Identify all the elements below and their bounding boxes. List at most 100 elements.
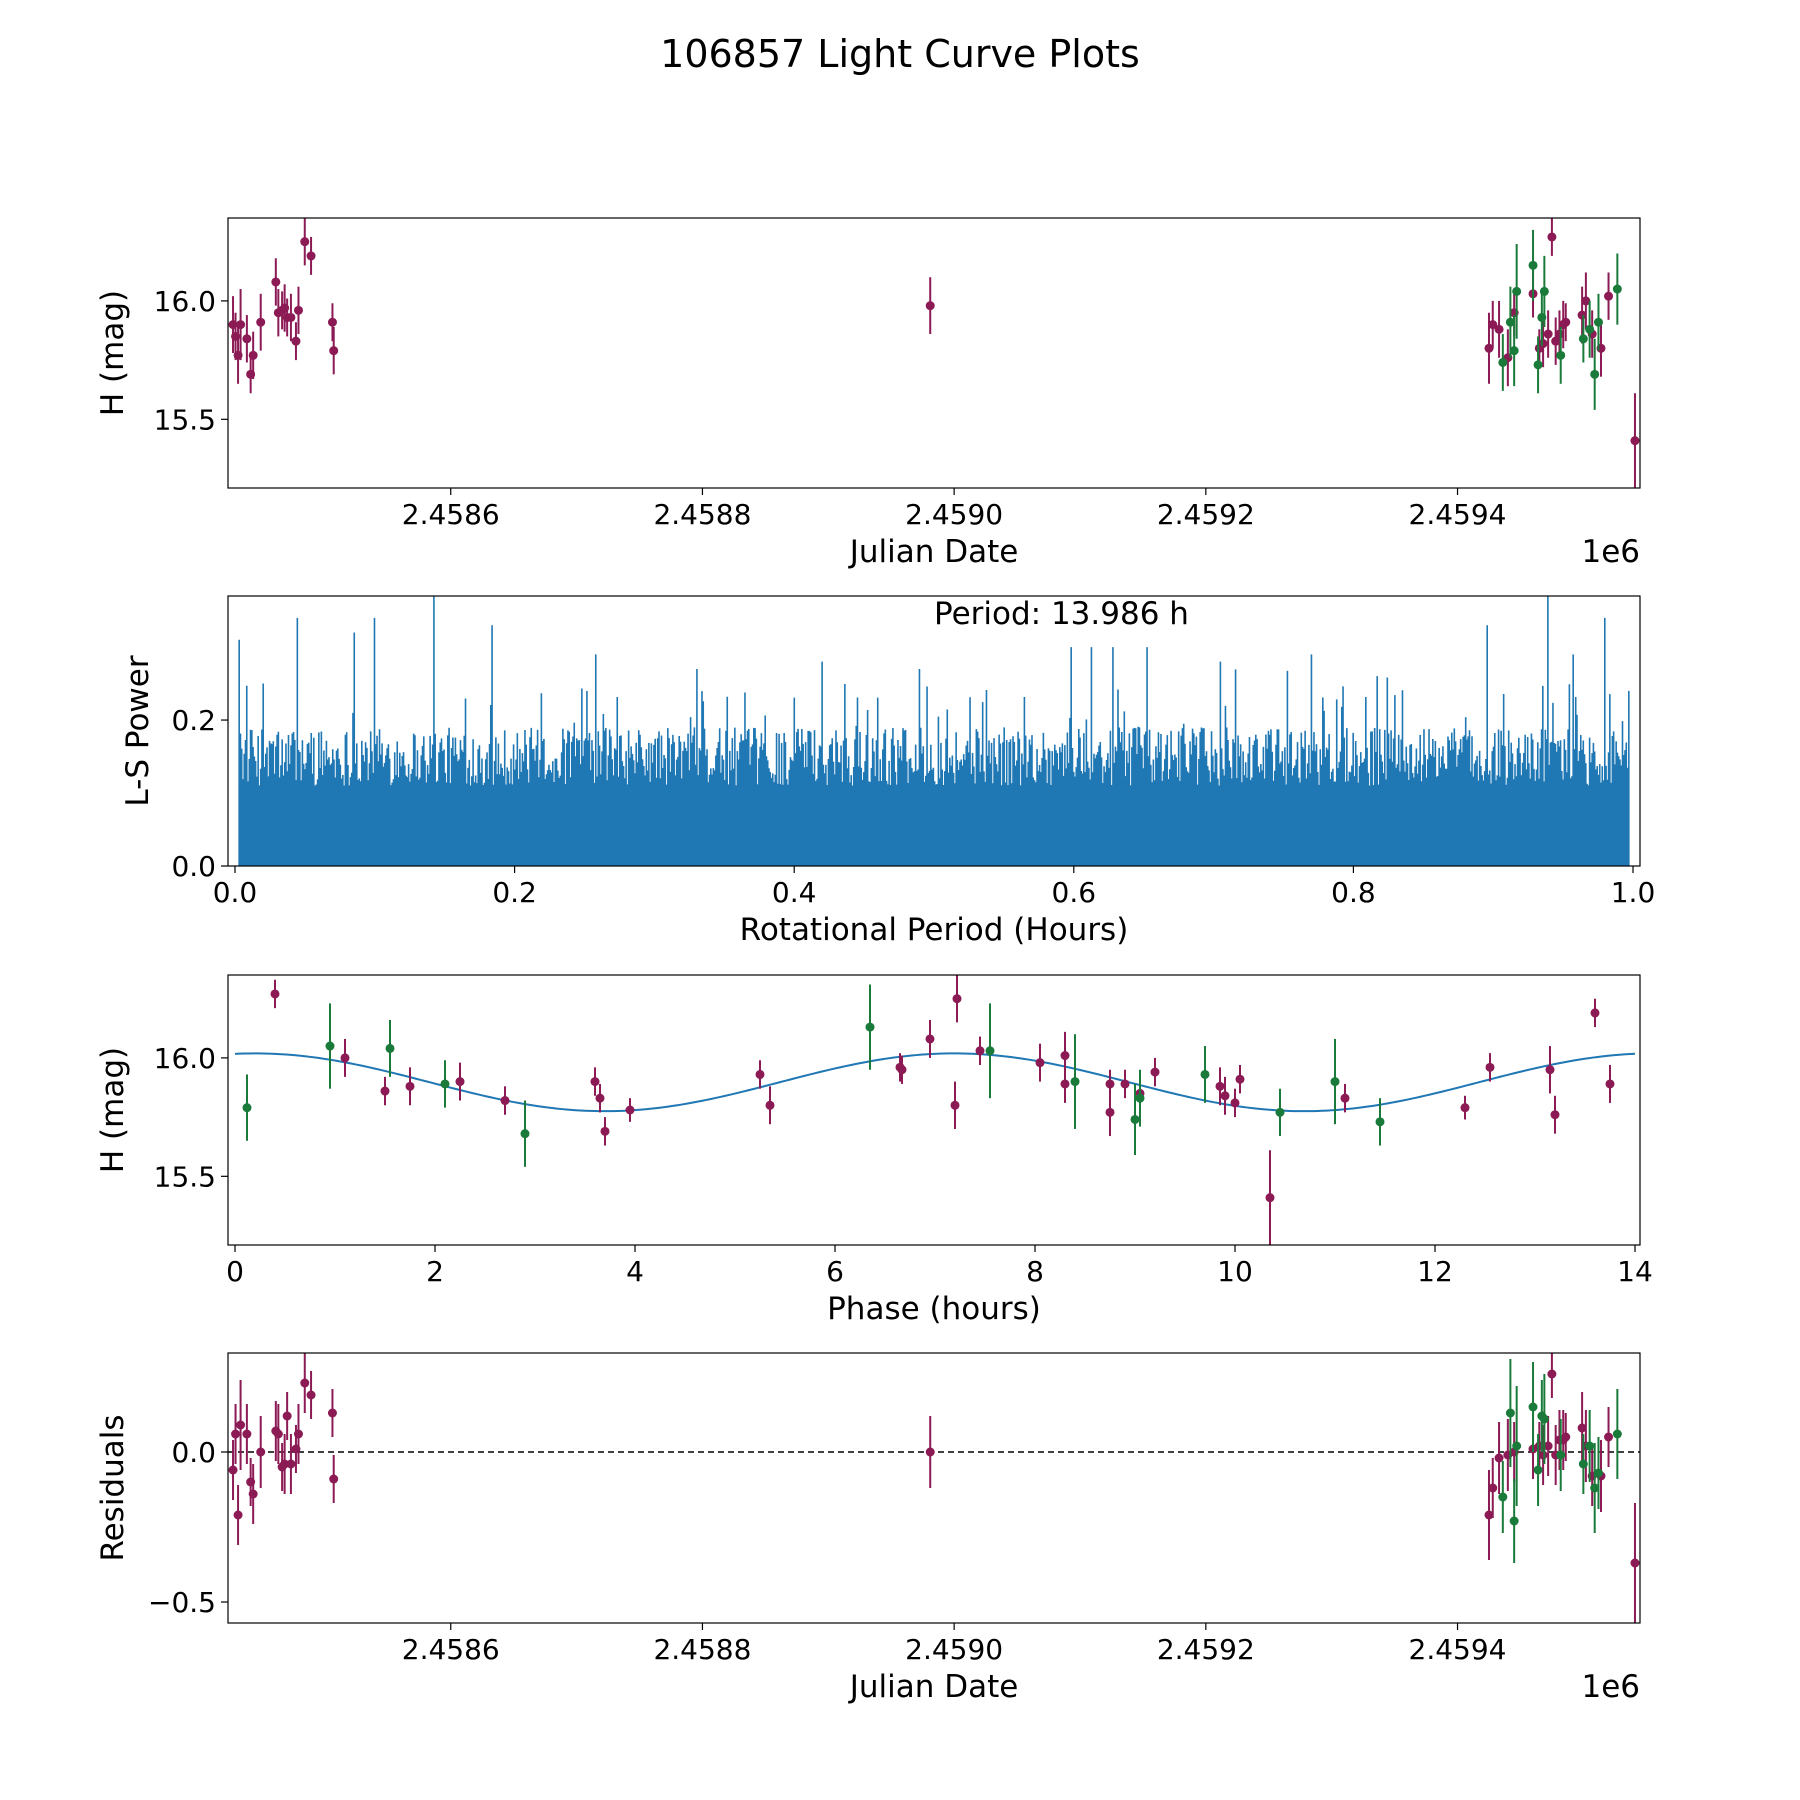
x-tick-label: 0.6 xyxy=(1052,876,1097,909)
x-tick-label: 2.4592 xyxy=(1157,498,1255,531)
data-point xyxy=(1538,339,1548,349)
data-point xyxy=(1505,1408,1515,1418)
data-point xyxy=(1605,1079,1615,1089)
data-point xyxy=(1593,1468,1603,1478)
x-tick-label: 2.4594 xyxy=(1409,498,1507,531)
data-point xyxy=(1528,1402,1538,1412)
y-axis-label: L-S Power xyxy=(120,655,156,806)
data-point xyxy=(1488,320,1498,330)
data-point xyxy=(500,1096,510,1106)
data-point xyxy=(1235,1074,1245,1084)
data-point xyxy=(1590,1008,1600,1018)
x-tick-label: 1.0 xyxy=(1611,876,1656,909)
x-tick-label: 2.4586 xyxy=(402,1633,500,1666)
data-point xyxy=(286,1459,296,1469)
data-point xyxy=(236,1420,246,1430)
data-point xyxy=(1498,1492,1508,1502)
data-point xyxy=(1460,1103,1470,1113)
data-point xyxy=(306,1390,316,1400)
data-point xyxy=(1200,1069,1210,1079)
plot-area xyxy=(228,218,1640,488)
axes-frame xyxy=(227,217,1641,489)
data-point xyxy=(228,1465,238,1475)
data-point xyxy=(1120,1079,1130,1089)
data-point xyxy=(1577,1423,1587,1433)
data-point xyxy=(1550,1110,1560,1120)
data-point xyxy=(1220,1091,1230,1101)
data-point xyxy=(1551,336,1561,346)
data-point xyxy=(256,317,266,327)
x-offset-text: 1e6 xyxy=(1581,534,1640,570)
data-point xyxy=(625,1105,635,1115)
y-axis-label: H (mag) xyxy=(95,1047,131,1173)
axes-frame xyxy=(227,974,1641,1246)
data-point xyxy=(306,251,316,261)
data-point xyxy=(1539,286,1549,296)
data-point xyxy=(1547,1369,1557,1379)
data-point xyxy=(1604,1432,1614,1442)
data-point xyxy=(242,1103,252,1113)
data-point xyxy=(975,1046,985,1056)
data-point xyxy=(329,1474,339,1484)
data-point xyxy=(1585,1441,1595,1451)
series-green xyxy=(1498,229,1622,410)
data-point xyxy=(1533,1465,1543,1475)
data-point xyxy=(1265,1193,1275,1203)
y-axis-label: H (mag) xyxy=(95,290,131,416)
x-tick-label: 2.4588 xyxy=(653,1633,751,1666)
data-point xyxy=(1330,1077,1340,1087)
ls-power-band xyxy=(239,785,1629,866)
data-point xyxy=(1060,1051,1070,1061)
data-point xyxy=(1484,1510,1494,1520)
y-tick-label: 0.0 xyxy=(171,1436,216,1469)
x-tick-label: 0 xyxy=(226,1255,244,1288)
data-point xyxy=(897,1065,907,1075)
x-tick-label: 2.4590 xyxy=(905,498,1003,531)
data-point xyxy=(270,989,280,999)
data-point xyxy=(1488,1483,1498,1493)
data-point xyxy=(248,1489,258,1499)
data-point xyxy=(865,1022,875,1032)
data-point xyxy=(1340,1093,1350,1103)
data-point xyxy=(590,1077,600,1087)
data-point xyxy=(1105,1079,1115,1089)
data-point xyxy=(405,1081,415,1091)
data-point xyxy=(1150,1067,1160,1077)
y-tick-label: 0.0 xyxy=(171,850,216,883)
data-point xyxy=(280,1459,290,1469)
data-point xyxy=(925,1447,935,1457)
data-point xyxy=(595,1093,605,1103)
data-point xyxy=(300,1378,310,1388)
x-tick-label: 8 xyxy=(1026,1255,1044,1288)
data-point xyxy=(1556,1450,1566,1460)
panel-lc: 2.4586 2.4588 2.4590 2.4592 2.4594 15.5 16.0 Ju… xyxy=(95,217,1641,570)
data-point xyxy=(1485,1062,1495,1072)
data-point xyxy=(233,1510,243,1520)
data-point xyxy=(1581,296,1591,306)
x-offset-text: 1e6 xyxy=(1581,1669,1640,1705)
y-tick-label: 16.0 xyxy=(154,1042,216,1075)
data-point xyxy=(273,1429,283,1439)
series-green xyxy=(242,984,1385,1167)
x-axis-label: Rotational Period (Hours) xyxy=(740,912,1129,948)
data-point xyxy=(925,301,935,311)
x-axis-label: Phase (hours) xyxy=(827,1291,1041,1327)
data-point xyxy=(600,1126,610,1136)
y-tick-label: 15.5 xyxy=(154,1160,216,1193)
data-point xyxy=(231,1429,241,1439)
plot-area xyxy=(234,975,1636,1245)
plot-area xyxy=(238,596,1630,866)
panel-ls: 0.0 0.2 0.4 0.6 0.8 1.0 0.0 0.2 Rotational Perio… xyxy=(120,595,1656,948)
data-point xyxy=(1578,334,1588,344)
data-point xyxy=(1509,346,1519,356)
plot-area xyxy=(228,1353,1640,1623)
data-point xyxy=(1539,1414,1549,1424)
data-point xyxy=(1509,1516,1519,1526)
panel-phase: 0 2 4 6 8 10 12 14 15.5 16.0 Phase (hours) H (mag) xyxy=(95,974,1653,1327)
data-point xyxy=(325,1041,335,1051)
data-point xyxy=(1512,1441,1522,1451)
y-tick-label: 15.5 xyxy=(154,403,216,436)
period-annotation: Period: 13.986 h xyxy=(934,596,1189,632)
data-point xyxy=(300,237,310,247)
data-point xyxy=(329,346,339,356)
